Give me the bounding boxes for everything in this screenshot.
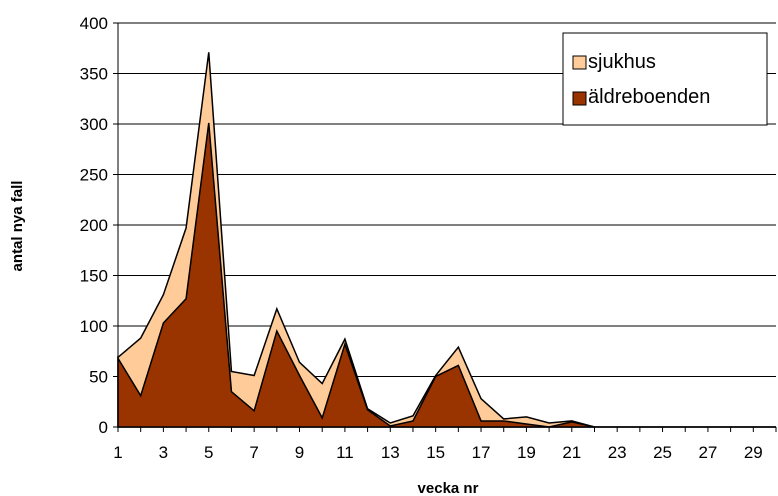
legend-swatch-aldreboenden <box>572 91 587 106</box>
x-tick-label-13: 13 <box>381 443 400 462</box>
x-tick-label-3: 3 <box>159 443 168 462</box>
y-tick-label-300: 300 <box>80 115 108 134</box>
y-axis-title: antal nya fall <box>9 181 26 272</box>
y-tick-label-50: 50 <box>89 368 108 387</box>
axes <box>113 22 777 432</box>
y-tick-labels: 0 50 100 150 200 250 300 350 400 <box>80 14 108 437</box>
y-tick-label-350: 350 <box>80 65 108 84</box>
x-tick-label-21: 21 <box>562 443 581 462</box>
x-tick-label-11: 11 <box>336 443 354 462</box>
y-tick-label-250: 250 <box>80 166 108 185</box>
x-tick-labels: 1 3 5 7 9 11 13 15 17 19 21 23 25 27 29 <box>113 443 763 462</box>
legend: sjukhus äldreboenden <box>562 32 768 126</box>
y-tick-label-0: 0 <box>99 418 108 437</box>
y-tick-label-400: 400 <box>80 14 108 33</box>
x-tick-label-5: 5 <box>204 443 213 462</box>
x-tick-label-19: 19 <box>517 443 536 462</box>
x-tick-label-29: 29 <box>744 443 763 462</box>
y-tick-label-200: 200 <box>80 216 108 235</box>
x-tick-label-23: 23 <box>608 443 627 462</box>
x-tick-label-27: 27 <box>698 443 717 462</box>
legend-label-sjukhus: sjukhus <box>588 51 656 73</box>
x-axis-title: vecka nr <box>418 480 479 496</box>
y-tick-label-150: 150 <box>80 267 108 286</box>
x-tick-label-1: 1 <box>113 443 122 462</box>
legend-label-aldreboenden: äldreboenden <box>588 86 710 108</box>
x-tick-label-15: 15 <box>426 443 445 462</box>
x-tick-label-25: 25 <box>653 443 672 462</box>
x-tick-label-9: 9 <box>295 443 304 462</box>
x-tick-label-7: 7 <box>249 443 258 462</box>
legend-swatch-sjukhus <box>572 55 587 70</box>
legend-box <box>562 32 768 126</box>
x-tick-label-17: 17 <box>472 443 491 462</box>
y-tick-label-100: 100 <box>80 317 108 336</box>
